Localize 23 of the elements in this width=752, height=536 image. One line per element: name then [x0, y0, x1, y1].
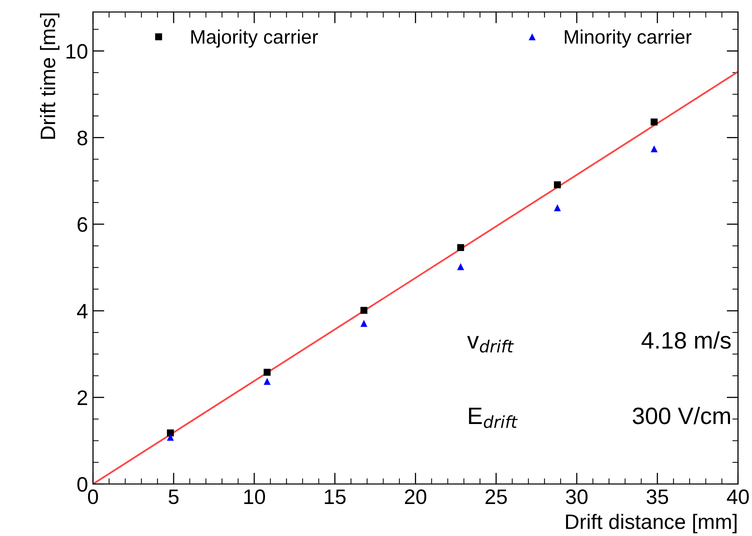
annotation: v$_{drift}$ [467, 336, 514, 353]
y-tick-label: 4 [77, 304, 88, 318]
y-tick-label: 0 [77, 477, 88, 492]
y-axis-title: Drift time [ms] [40, 13, 60, 139]
x-tick-label: 15 [324, 490, 346, 504]
x-tick-label: 20 [404, 489, 426, 504]
x-tick-label: 10 [244, 489, 266, 504]
x-tick-label: 5 [168, 490, 179, 504]
x-tick-label: 40 [726, 489, 749, 504]
y-tick-label: 6 [78, 217, 88, 232]
annotation: E$_{drift}$ [469, 408, 518, 428]
y-tick-label: 10 [66, 44, 88, 59]
legend-label: Majority carrier [191, 30, 318, 48]
x-tick-label: 35 [646, 489, 668, 504]
legend-label: Minority carrier [564, 30, 692, 48]
annotation: 300 V/cm [632, 406, 730, 424]
x-tick-label: 30 [566, 489, 588, 504]
annotation: 4.18 m/s [642, 331, 731, 349]
x-axis-title: Drift distance [mm] [566, 514, 737, 534]
x-tick-label: 0 [88, 489, 98, 504]
y-tick-label: 8 [77, 130, 88, 146]
y-tick-label: 2 [78, 390, 88, 405]
x-tick-label: 25 [486, 489, 507, 504]
